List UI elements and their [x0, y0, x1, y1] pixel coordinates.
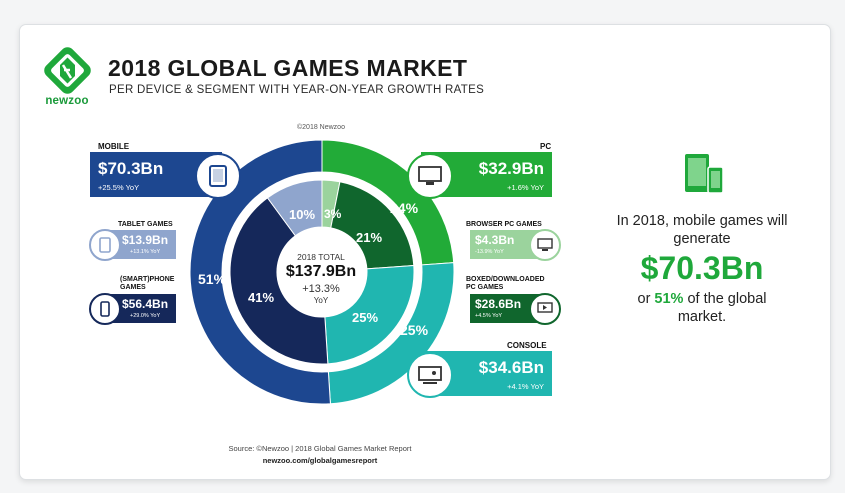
browser-icon — [529, 229, 561, 261]
desktop-pc-icon — [407, 153, 453, 199]
console-title: CONSOLE — [507, 341, 547, 350]
phone-title: (SMART)PHONE GAMES — [120, 276, 175, 291]
console-value: $34.6Bn — [478, 358, 544, 377]
pct-label-console: 25% — [400, 322, 429, 338]
phone-yoy: +29.0% YoY — [130, 313, 161, 319]
browser-value: $4.3Bn — [475, 233, 515, 247]
pc-yoy: +1.6% YoY — [507, 183, 544, 192]
console-icon — [407, 352, 453, 398]
page-subtitle: PER DEVICE & SEGMENT WITH YEAR-ON-YEAR G… — [109, 84, 485, 96]
tablet-value: $13.9Bn — [122, 233, 169, 247]
pct-label-pc: 24% — [390, 200, 419, 216]
mobile-value: $70.3Bn — [98, 159, 164, 178]
browser-title: BROWSER PC GAMES — [466, 221, 542, 228]
pc-value: $32.9Bn — [478, 159, 544, 178]
copyright-text: ©2018 Newzoo — [297, 124, 345, 131]
browser-box: $4.3Bn -13.9% YoY — [470, 230, 540, 259]
source-text: Source: ©Newzoo | 2018 Global Games Mark… — [228, 444, 412, 453]
tablet-yoy: +13.1% YoY — [130, 249, 161, 255]
donut-slice-mobile — [190, 140, 331, 404]
boxed-yoy: +4.5% YoY — [475, 313, 503, 319]
pct-label-mobile: 51% — [198, 271, 227, 287]
pct-label-tablet: 10% — [289, 207, 316, 222]
console-yoy: +4.1% YoY — [507, 382, 544, 391]
phone-icon — [89, 293, 121, 325]
tablet-games-icon — [89, 229, 121, 261]
pct-label-boxed: 21% — [356, 230, 383, 245]
boxed-value: $28.6Bn — [475, 297, 522, 311]
statement-pct: 51% — [654, 291, 684, 307]
page-title: 2018 GLOBAL GAMES MARKET — [108, 55, 468, 81]
donut-chart — [190, 140, 454, 404]
mobile-yoy: +25.5% YoY — [98, 183, 140, 192]
pct-label-browser: 3% — [324, 207, 342, 221]
mobile-title: MOBILE — [98, 142, 130, 151]
boxed-title: BOXED/DOWNLOADED PC GAMES — [466, 276, 545, 291]
report-url[interactable]: newzoo.com/globalgamesreport — [262, 456, 378, 465]
brand-name: newzoo — [45, 95, 89, 107]
center-growth: +13.3% — [302, 283, 340, 295]
statement-value: $70.3Bn — [640, 250, 764, 286]
pct-label-phone: 41% — [248, 290, 275, 305]
pc-title: PC — [540, 142, 552, 151]
browser-yoy: -13.9% YoY — [475, 249, 504, 255]
center-total-label: 2018 TOTAL — [297, 252, 345, 262]
tablet-icon — [195, 153, 241, 199]
phone-value: $56.4Bn — [122, 297, 169, 311]
statement-outro: or 51% of the global market. — [612, 290, 792, 326]
pct-label-console-inner: 25% — [352, 310, 379, 325]
statement-suffix: of the global market. — [677, 291, 767, 325]
mobile-devices-icon — [685, 154, 724, 194]
boxed-box: $28.6Bn +4.5% YoY — [470, 294, 540, 323]
statement-prefix: or — [637, 291, 655, 307]
tablet-title: TABLET GAMES — [118, 221, 173, 228]
center-total-value: $137.9Bn — [285, 263, 357, 280]
newzoo-logo-icon — [44, 47, 91, 94]
boxed-pc-icon — [529, 293, 561, 325]
statement-intro: In 2018, mobile games will generate — [616, 213, 788, 247]
center-growth-unit: YoY — [313, 296, 329, 305]
donut-hole — [277, 227, 367, 317]
